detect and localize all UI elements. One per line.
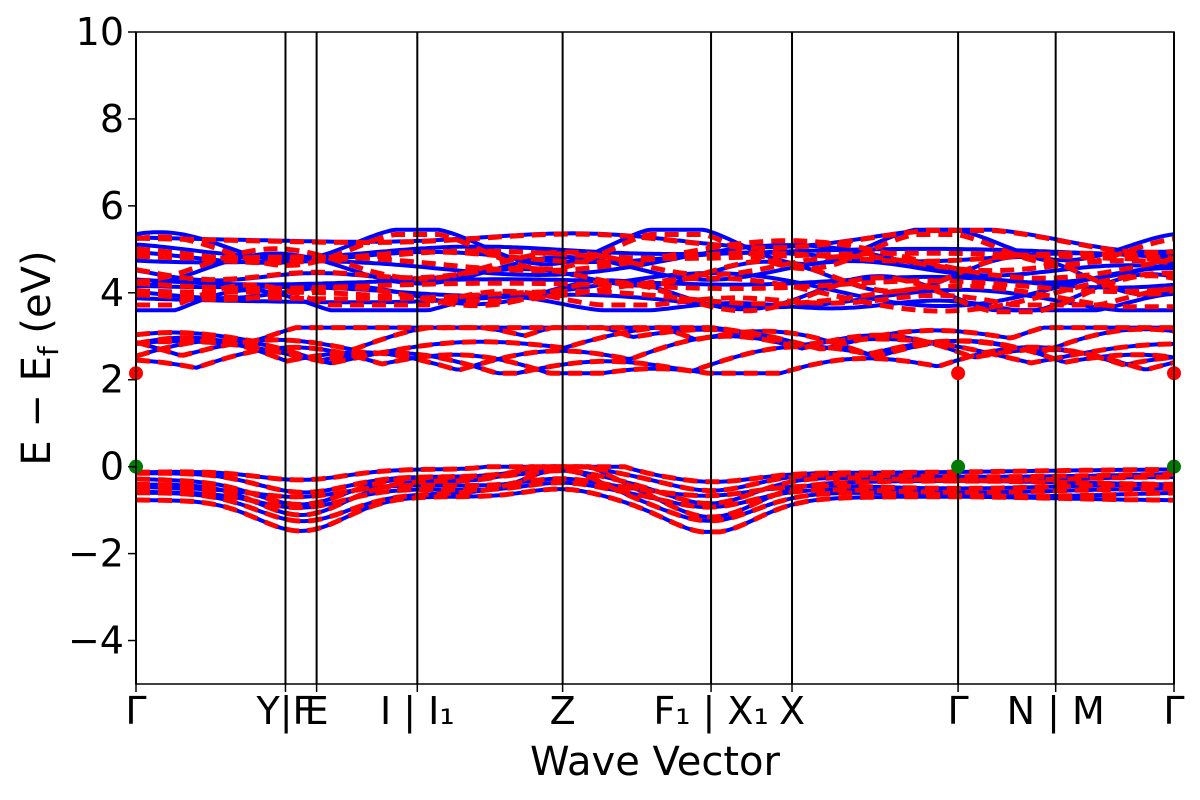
x-tick-label: Γ xyxy=(125,689,146,733)
band-line xyxy=(136,238,1174,281)
band-line xyxy=(136,464,1174,485)
x-tick-label: Γ xyxy=(948,689,969,733)
y-tick-label: 10 xyxy=(76,10,124,54)
band-line xyxy=(136,344,1174,376)
band-line xyxy=(136,282,1174,308)
band-line xyxy=(136,332,1174,373)
band-line xyxy=(136,266,1174,308)
band-line xyxy=(136,246,1174,265)
band-line xyxy=(136,270,1174,314)
band-line xyxy=(136,287,1174,313)
y-tick-label: 6 xyxy=(100,184,124,228)
y-axis-title-main: E − E xyxy=(14,356,60,466)
band-line xyxy=(136,232,1174,272)
band-line xyxy=(136,325,1174,351)
x-tick-label: I | I₁ xyxy=(380,689,455,734)
band-line xyxy=(136,249,1174,266)
y-axis-title-unit xyxy=(14,334,60,347)
y-axis-title-subscript: f xyxy=(32,345,65,356)
x-axis-ticks: Γ Y|FE I | I₁ Z F₁ | X₁ X Γ N | M Γ xyxy=(125,684,1185,734)
x-tick-label: N | M xyxy=(1007,689,1105,734)
band-edge-marker xyxy=(951,459,966,474)
band-line xyxy=(136,464,1174,495)
band-line xyxy=(136,284,1174,310)
y-axis-title: E − Ef (eV) xyxy=(14,250,65,465)
x-tick-label: Z xyxy=(550,689,576,733)
x-tick-label: Y|F xyxy=(256,689,315,734)
band-line xyxy=(136,325,1174,358)
band-line xyxy=(136,273,1174,315)
y-axis-title-unit-text: (eV) xyxy=(14,250,60,333)
y-tick-label: 0 xyxy=(100,445,124,489)
plot-frame xyxy=(135,31,1175,685)
band-line xyxy=(136,246,1174,285)
y-tick-label: 4 xyxy=(100,271,124,315)
y-tick-label: 2 xyxy=(100,358,124,402)
band-line xyxy=(136,228,1174,255)
band-lines xyxy=(136,227,1174,535)
x-tick-label: E xyxy=(305,689,329,733)
band-line xyxy=(136,278,1174,294)
x-tick-label: F₁ | X₁ xyxy=(653,689,768,734)
x-tick-label: Γ xyxy=(1163,689,1184,733)
band-line xyxy=(136,468,1174,507)
x-tick-label: X xyxy=(779,689,805,733)
y-tick-label: −4 xyxy=(68,619,124,663)
y-axis-ticks: −4 −2 0 2 4 6 8 10 xyxy=(68,10,136,663)
y-tick-label: 8 xyxy=(100,97,124,141)
band-edge-marker xyxy=(951,366,966,381)
band-line xyxy=(136,486,1174,535)
band-line xyxy=(136,476,1174,500)
band-line xyxy=(136,464,1174,520)
x-axis-title: Wave Vector xyxy=(530,739,781,785)
band-edge-markers xyxy=(129,366,1181,474)
y-tick-label: −2 xyxy=(68,532,124,576)
band-line xyxy=(136,227,1174,267)
